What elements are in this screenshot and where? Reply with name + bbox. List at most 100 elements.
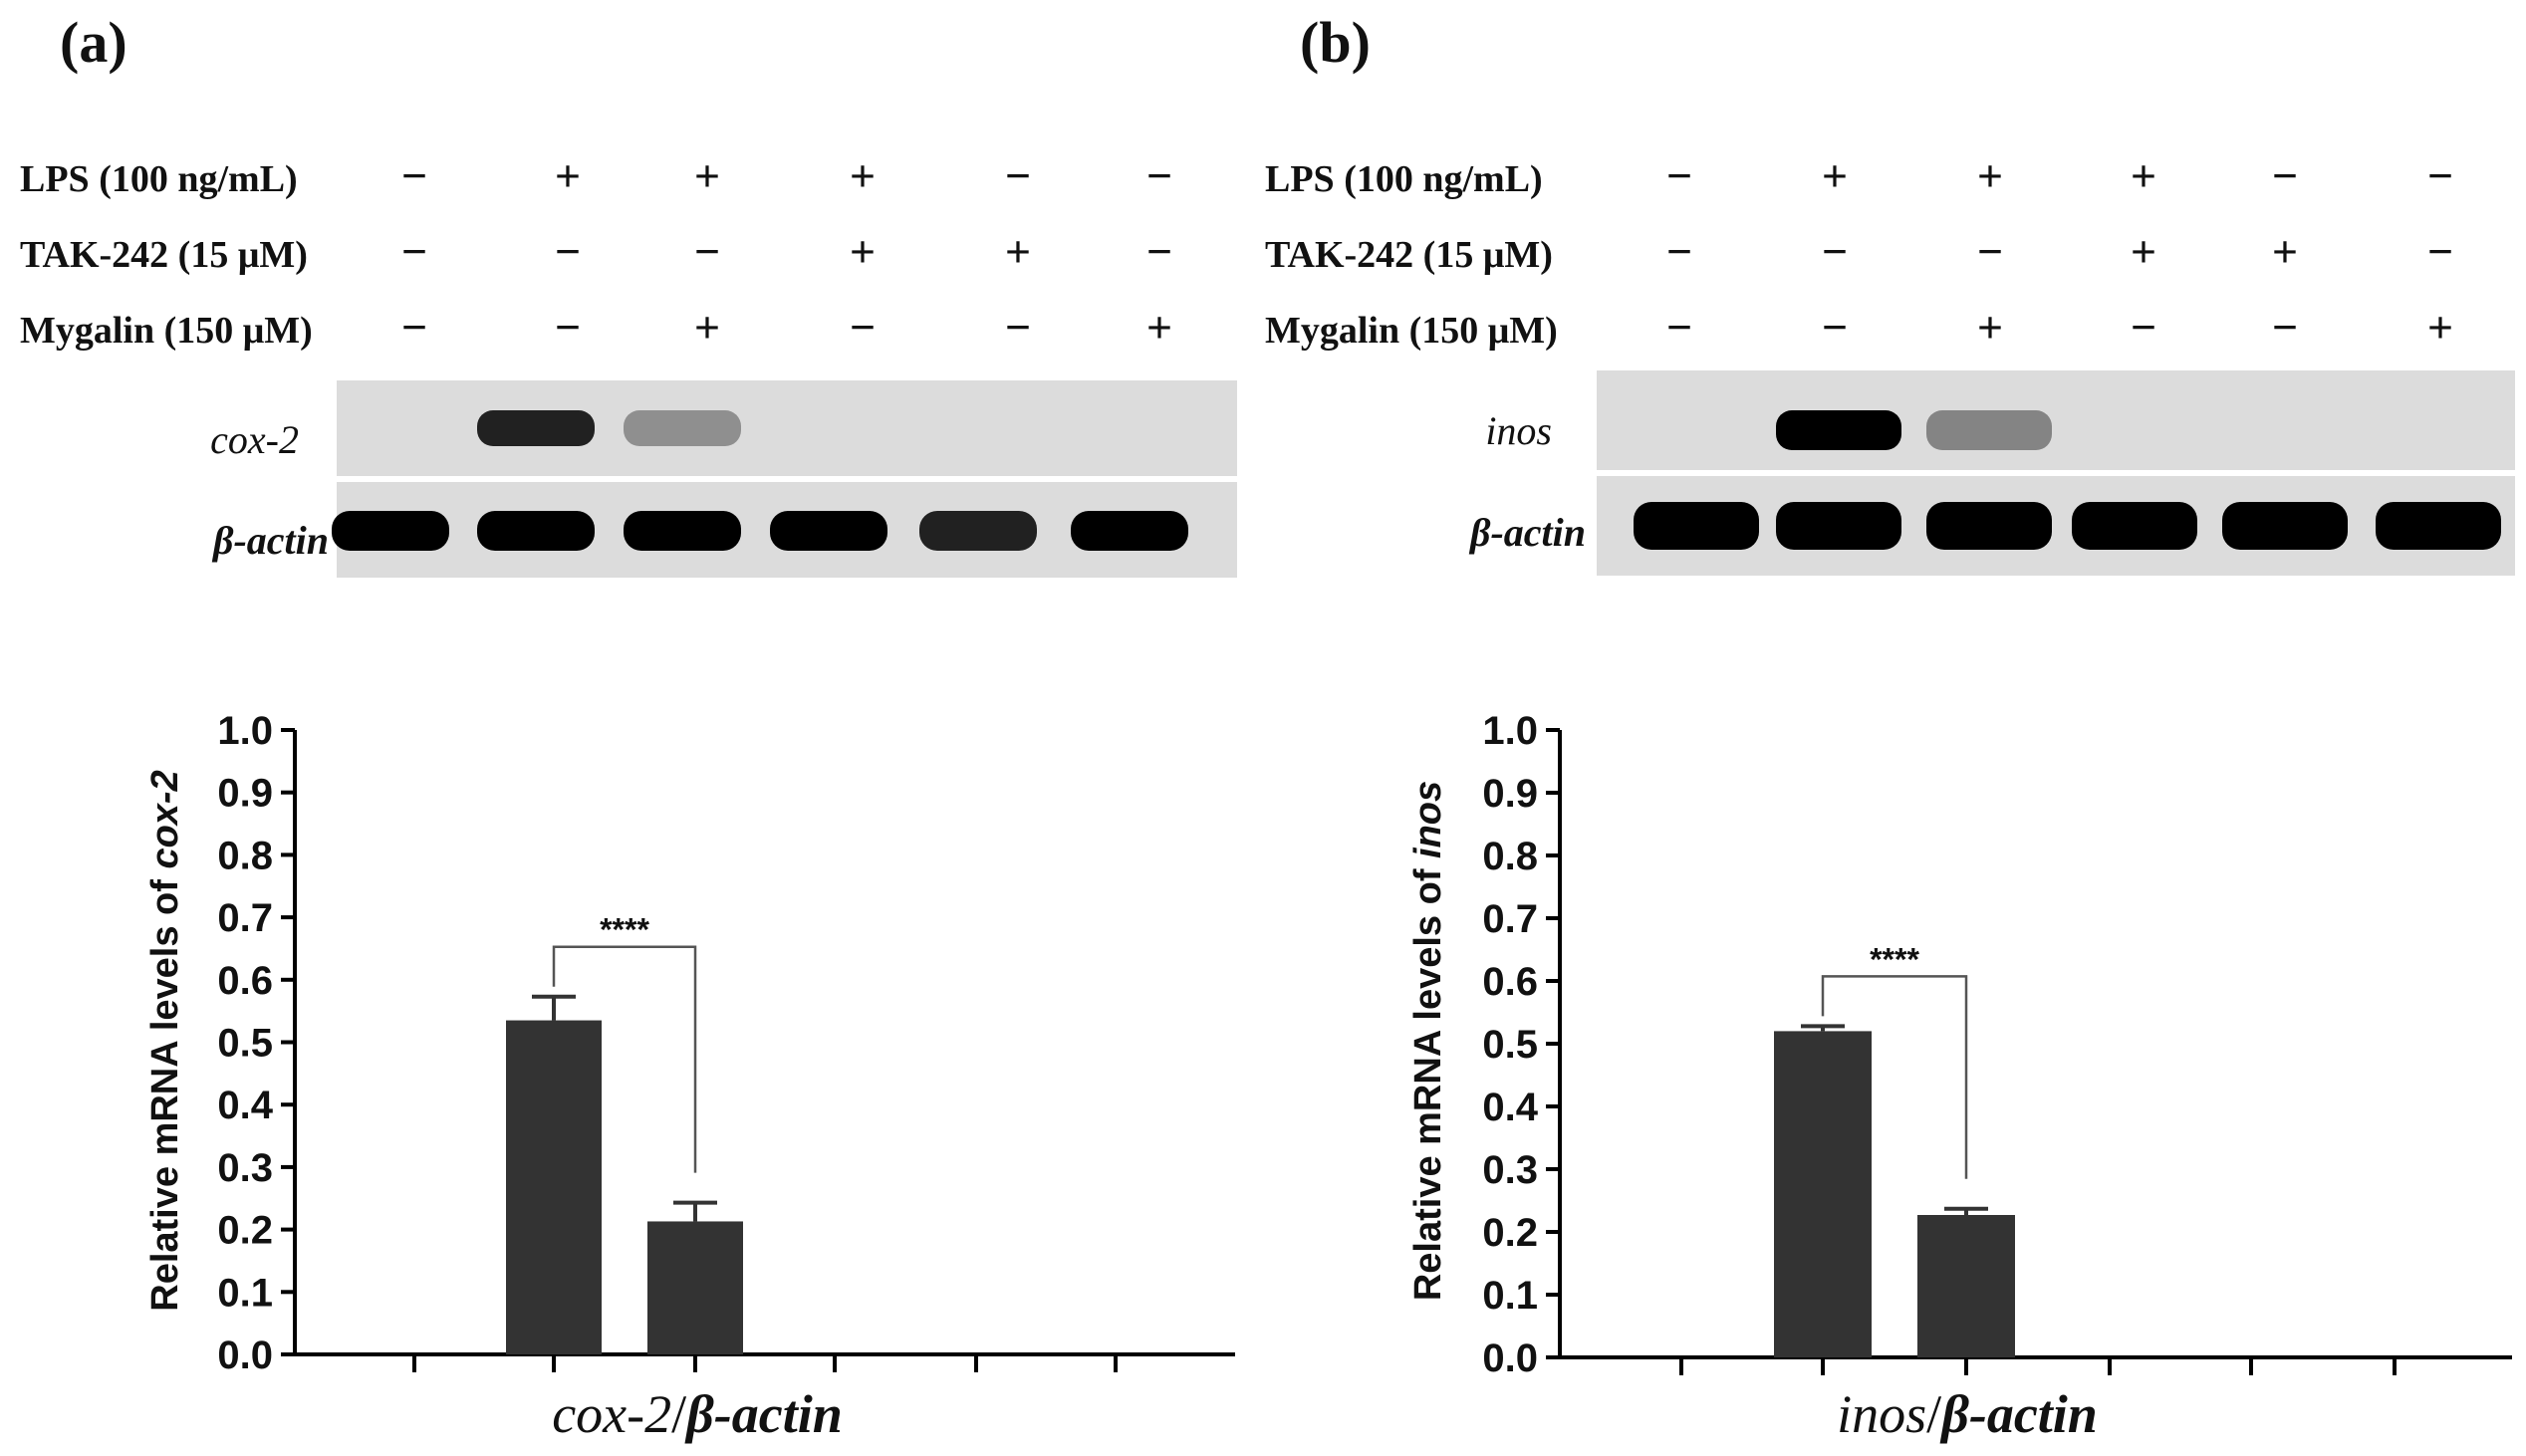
condition-sign-b: + [1822,150,1848,201]
bar-a [506,1020,602,1354]
condition-sign-b: − [2427,150,2453,201]
condition-signs-b: − + + + − − − − − + + − − − + − − + [1666,150,2453,353]
condition-sign-a: + [1146,302,1172,353]
y-tick-label-b: 0.4 [1482,1086,1538,1129]
condition-sign-b: − [2272,150,2298,201]
condition-label-mygalin-b: Mygalin (150 μM) [1265,310,1558,352]
significance-label-a: **** [600,912,649,948]
significance-label-b: **** [1870,941,1919,977]
condition-sign-b: − [1666,302,1692,353]
condition-table-b: LPS (100 ng/mL) TAK-242 (15 μM) Mygalin … [1265,150,2453,353]
y-tick-label-b: 0.9 [1482,772,1538,816]
chart-axes-b: 0.0 0.1 0.2 0.3 0.4 0.5 0.6 0.7 0.8 0.9 1.0 [1482,709,2512,1380]
condition-sign-a: − [694,226,720,277]
condition-sign-a: + [555,150,581,201]
condition-sign-b: − [2427,226,2453,277]
gel-target-lane-a [337,380,1237,476]
condition-sign-b: + [2131,226,2156,277]
condition-sign-a: − [555,226,581,277]
panel-label-a: (a) [60,10,127,75]
condition-sign-b: − [2272,302,2298,353]
x-axis-label-b: inos/β-actin [1837,1384,2098,1444]
gel-band-target-b [1926,410,2052,450]
gel-band-control-b [2222,502,2348,550]
condition-sign-b: − [1822,302,1848,353]
significance-bracket-b [1821,975,1968,1179]
y-tick-label-b: 1.0 [1482,709,1538,753]
gel-band-control-b [2376,502,2501,550]
gel-band-target-a [477,410,595,446]
y-tick-label-a: 0.5 [217,1022,273,1066]
bar-chart-b: 0.0 0.1 0.2 0.3 0.4 0.5 0.6 0.7 0.8 0.9 1.0 **** R… [1407,709,2512,1444]
condition-sign-a: + [850,150,876,201]
condition-sign-b: + [2131,150,2156,201]
condition-sign-b: + [1977,150,2003,201]
condition-sign-b: + [1977,302,2003,353]
y-tick-label-b: 0.5 [1482,1023,1538,1067]
panel-label-b: (b) [1300,10,1371,75]
y-tick-label-b: 0.7 [1482,897,1538,941]
condition-label-mygalin-a: Mygalin (150 μM) [20,310,313,352]
chart-bars-b: **** [1774,941,2015,1357]
y-tick-label-b: 0.8 [1482,835,1538,878]
chart-axes-a: 0.0 0.1 0.2 0.3 0.4 0.5 0.6 0.7 0.8 0.9 1.0 [217,709,1235,1377]
condition-sign-a: − [1005,150,1031,201]
condition-sign-a: − [1146,226,1172,277]
y-tick-label-a: 0.4 [217,1084,273,1127]
y-tick-label-b: 0.0 [1482,1336,1538,1380]
gel-control-label-a: β-actin [211,518,329,563]
y-tick-label-a: 0.2 [217,1209,273,1253]
y-axis-label-a: Relative mRNA levels of cox-2 [144,770,186,1311]
condition-sign-b: − [1666,150,1692,201]
condition-signs-a: − + + + − − − − − + + − − − + − − + [401,150,1172,353]
condition-sign-b: − [1666,226,1692,277]
condition-label-lps-a: LPS (100 ng/mL) [20,158,298,200]
y-tick-label-a: 0.1 [217,1271,273,1315]
condition-sign-a: + [1005,226,1031,277]
gel-band-control-b [1634,502,1759,550]
gel-control-label-b: β-actin [1468,510,1586,555]
gel-band-target-a [624,410,741,446]
y-tick-label-a: 0.7 [217,896,273,940]
condition-sign-b: − [2131,302,2156,353]
condition-sign-a: + [850,226,876,277]
gel-bands-b [1634,410,2501,550]
gel-target-label-a: cox-2 [210,417,299,462]
y-tick-label-a: 0.6 [217,959,273,1003]
condition-label-tak-a: TAK-242 (15 μM) [20,234,308,276]
gel-image-a: cox-2 β-actin [210,380,1237,578]
y-tick-label-b: 0.1 [1482,1274,1538,1318]
panel-a: (a) LPS (100 ng/mL) TAK-242 (15 μM) Myga… [20,10,1237,1444]
gel-band-control-a [624,511,741,551]
y-tick-label-b: 0.2 [1482,1211,1538,1255]
bar-a [647,1221,743,1354]
condition-label-lps-b: LPS (100 ng/mL) [1265,158,1543,200]
condition-label-tak-b: TAK-242 (15 μM) [1265,234,1553,276]
condition-sign-b: + [2427,302,2453,353]
condition-sign-a: − [401,150,427,201]
condition-sign-a: − [555,302,581,353]
gel-band-control-a [1071,511,1188,551]
gel-band-control-a [770,511,887,551]
condition-sign-b: − [1822,226,1848,277]
significance-bracket-a [552,945,697,1173]
y-tick-label-a: 0.8 [217,834,273,877]
bar-chart-a: 0.0 0.1 0.2 0.3 0.4 0.5 0.6 0.7 0.8 0.9 1.0 **** R… [144,709,1235,1444]
y-tick-label-b: 0.6 [1482,960,1538,1004]
y-tick-label-a: 1.0 [217,709,273,753]
gel-band-target-b [1776,410,1901,450]
condition-sign-b: − [1977,226,2003,277]
y-tick-label-b: 0.3 [1482,1148,1538,1192]
condition-sign-a: + [694,302,720,353]
gel-band-control-a [919,511,1037,551]
gel-bands-a [332,410,1188,551]
gel-band-control-a [332,511,449,551]
y-tick-label-a: 0.0 [217,1334,273,1377]
condition-sign-a: − [401,302,427,353]
bar-b [1917,1214,2015,1357]
x-axis-label-a: cox-2/β-actin [552,1384,843,1444]
condition-sign-a: − [1005,302,1031,353]
gel-image-b: inos β-actin [1468,370,2515,576]
gel-band-control-b [1776,502,1901,550]
